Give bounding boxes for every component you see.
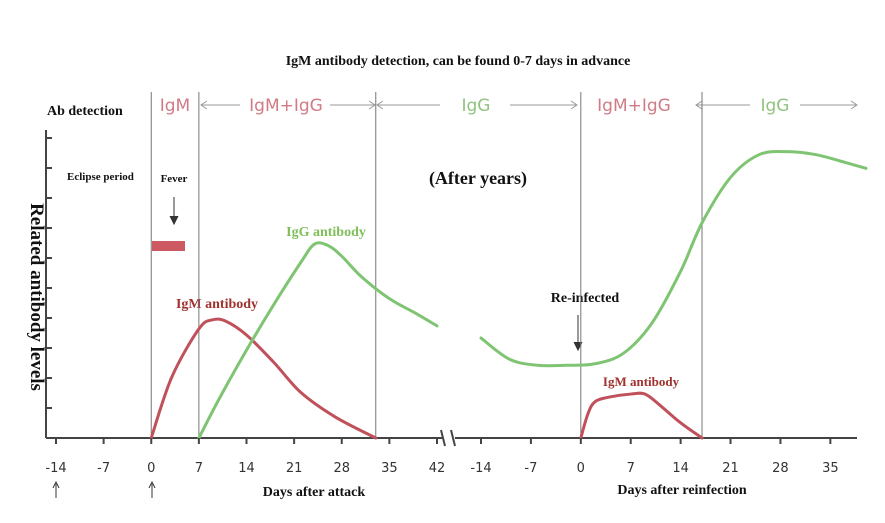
eclipse-period-label: Eclipse period xyxy=(67,171,134,183)
x-tick-label: 7 xyxy=(195,461,203,476)
origin-arrows xyxy=(52,480,156,498)
detection-segment-igm-igg-2: IgM+IgG xyxy=(597,96,671,116)
x-tick-label: -7 xyxy=(524,461,537,476)
x-tick-label: -7 xyxy=(97,461,110,476)
detection-segment-igm-igg-1: IgM+IgG xyxy=(200,96,376,116)
detection-segment-igm: IgM xyxy=(160,96,190,116)
x-tick-label: 14 xyxy=(672,461,689,476)
x-tick-label: 35 xyxy=(822,461,839,476)
igm-curve-panel1 xyxy=(149,317,378,440)
igm-curve-panel2 xyxy=(579,391,704,440)
x-tick-label: 0 xyxy=(577,461,585,476)
x-tick-label: 0 xyxy=(147,461,155,476)
igg-antibody-label: IgG antibody xyxy=(286,225,366,240)
igg-curve-panel1 xyxy=(197,241,439,440)
x-tick-labels: -14 -7 0 7 14 21 28 35 42 -14 -7 0 7 14 21 28 35 xyxy=(45,438,839,476)
x-tick-label: 7 xyxy=(627,461,635,476)
event-lines xyxy=(150,92,703,438)
fever-arrow-icon xyxy=(169,197,179,226)
detection-segment-label: IgG xyxy=(462,96,491,116)
up-arrow-icon xyxy=(148,480,156,498)
x-tick-label: 42 xyxy=(429,461,446,476)
detection-row: IgM IgM+IgG IgG IgM+IgG IgG xyxy=(160,96,858,116)
igm-antibody-label-1: IgM antibody xyxy=(176,297,258,312)
x-tick-label: 28 xyxy=(772,461,789,476)
detection-row-label: Ab detection xyxy=(47,104,123,119)
x-tick-label: -14 xyxy=(470,461,491,476)
y-axis-label: Related antibody levels xyxy=(26,203,47,391)
y-axis-ticks xyxy=(46,137,52,409)
x-tick-label: 14 xyxy=(238,461,255,476)
x-tick-label: 21 xyxy=(286,461,303,476)
x-axis-label-attack: Days after attack xyxy=(263,485,366,500)
chart-title: IgM antibody detection, can be found 0-7… xyxy=(286,54,631,69)
reinfected-label: Re-infected xyxy=(551,291,620,306)
x-tick-label: 21 xyxy=(722,461,739,476)
series-layer xyxy=(149,149,868,440)
fever-bar xyxy=(152,241,185,251)
detection-segment-igg-1: IgG xyxy=(376,96,578,116)
axis-break xyxy=(440,429,456,447)
after-years-label: (After years) xyxy=(429,168,527,189)
x-axis-label-reinfection: Days after reinfection xyxy=(617,483,747,498)
detection-segment-igg-2: IgG xyxy=(695,96,858,116)
igg-curve-panel2 xyxy=(479,149,868,368)
detection-segment-label: IgG xyxy=(761,96,790,116)
x-tick-label: -14 xyxy=(45,461,66,476)
igm-antibody-label-2: IgM antibody xyxy=(603,374,680,389)
detection-segment-label: IgM+IgG xyxy=(249,96,323,116)
x-tick-label: 28 xyxy=(333,461,350,476)
up-arrow-icon xyxy=(52,480,60,498)
x-tick-label: 35 xyxy=(381,461,398,476)
fever-label: Fever xyxy=(161,173,188,185)
